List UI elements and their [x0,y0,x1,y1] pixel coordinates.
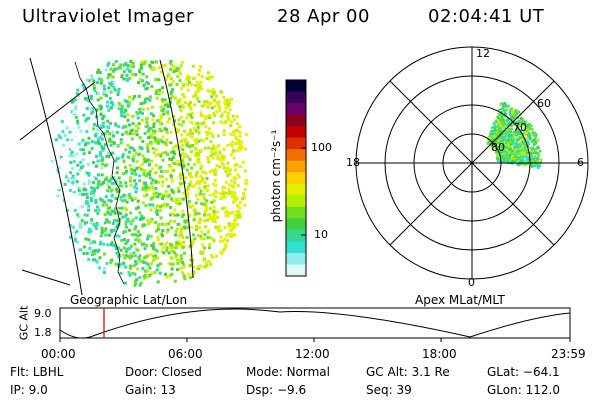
colorbar-step [286,241,306,254]
polar-caption: Apex MLat/MLT [415,293,505,307]
status-glon: GLon: 112.0 [487,383,560,397]
timeline-ytick-9: 9.0 [34,307,52,320]
observation-date: 28 Apr 00 [277,6,370,27]
status-door: Door: Closed [125,365,202,379]
status-dsp: Dsp: −9.6 [246,383,307,397]
colorbar-step [286,91,306,104]
status-gain: Gain: 13 [125,383,176,397]
mlt-label-18: 18 [346,156,360,169]
timeline-xtick-0600: 06:00 [168,347,203,361]
coastline [74,61,125,285]
polar-diagonal-2 [389,80,555,246]
colorbar-step [286,264,306,277]
colorbar-step [286,114,306,127]
instrument-title: Ultraviolet Imager [22,6,194,27]
colorbar-step [286,172,306,185]
status-ip: IP: 9.0 [10,383,48,397]
colorbar-step [286,103,306,116]
colorbar-step [286,183,306,196]
image-caption: Geographic Lat/Lon [70,293,188,307]
mlat-label-70: 70 [513,121,527,134]
colorbar-step [286,126,306,139]
status-mode: Mode: Normal [246,365,330,379]
grid-line-1 [29,57,83,296]
timeline-xtick-1200: 12:00 [295,347,330,361]
colorbar-tick-label-10: 10 [314,228,328,241]
timeline-xtick-0000: 00:00 [41,347,76,361]
mlt-label-0: 0 [468,276,475,289]
colorbar-step [286,218,306,231]
status-seq: Seq: 39 [366,383,412,397]
status-glat: GLat: −64.1 [487,365,560,379]
timeline-ytick-1-8: 1.8 [34,326,52,339]
colorbar-gradient [286,80,306,277]
grid-line-3 [19,81,96,141]
colorbar-step [286,206,306,219]
mlt-label-12: 12 [476,47,490,60]
status-gc-alt: GC Alt: 3.1 Re [366,365,450,379]
colorbar-tick-label-100: 100 [311,141,332,154]
grid-line-2 [159,59,194,279]
status-filter: Flt: LBHL [10,365,64,379]
colorbar-step [286,160,306,173]
timeline-frame [59,307,571,339]
observation-time: 02:04:41 UT [428,6,545,27]
colorbar-step [286,80,306,93]
grid-line-4 [21,269,71,286]
altitude-curve [59,308,571,339]
colorbar-step [286,195,306,208]
timeline-axis-label: GC Alt [17,305,31,341]
mlt-label-6: 6 [577,156,584,169]
colorbar-step [286,229,306,243]
mlat-label-60: 60 [537,97,551,110]
colorbar-frame [285,79,307,277]
colorbar-step [286,137,306,150]
timeline-xtick-2359: 23:59 [551,347,586,361]
colorbar-step [286,252,306,266]
mlat-label-80: 80 [491,141,505,154]
timeline-xtick-1800: 18:00 [422,347,457,361]
colorbar-step [286,149,306,162]
